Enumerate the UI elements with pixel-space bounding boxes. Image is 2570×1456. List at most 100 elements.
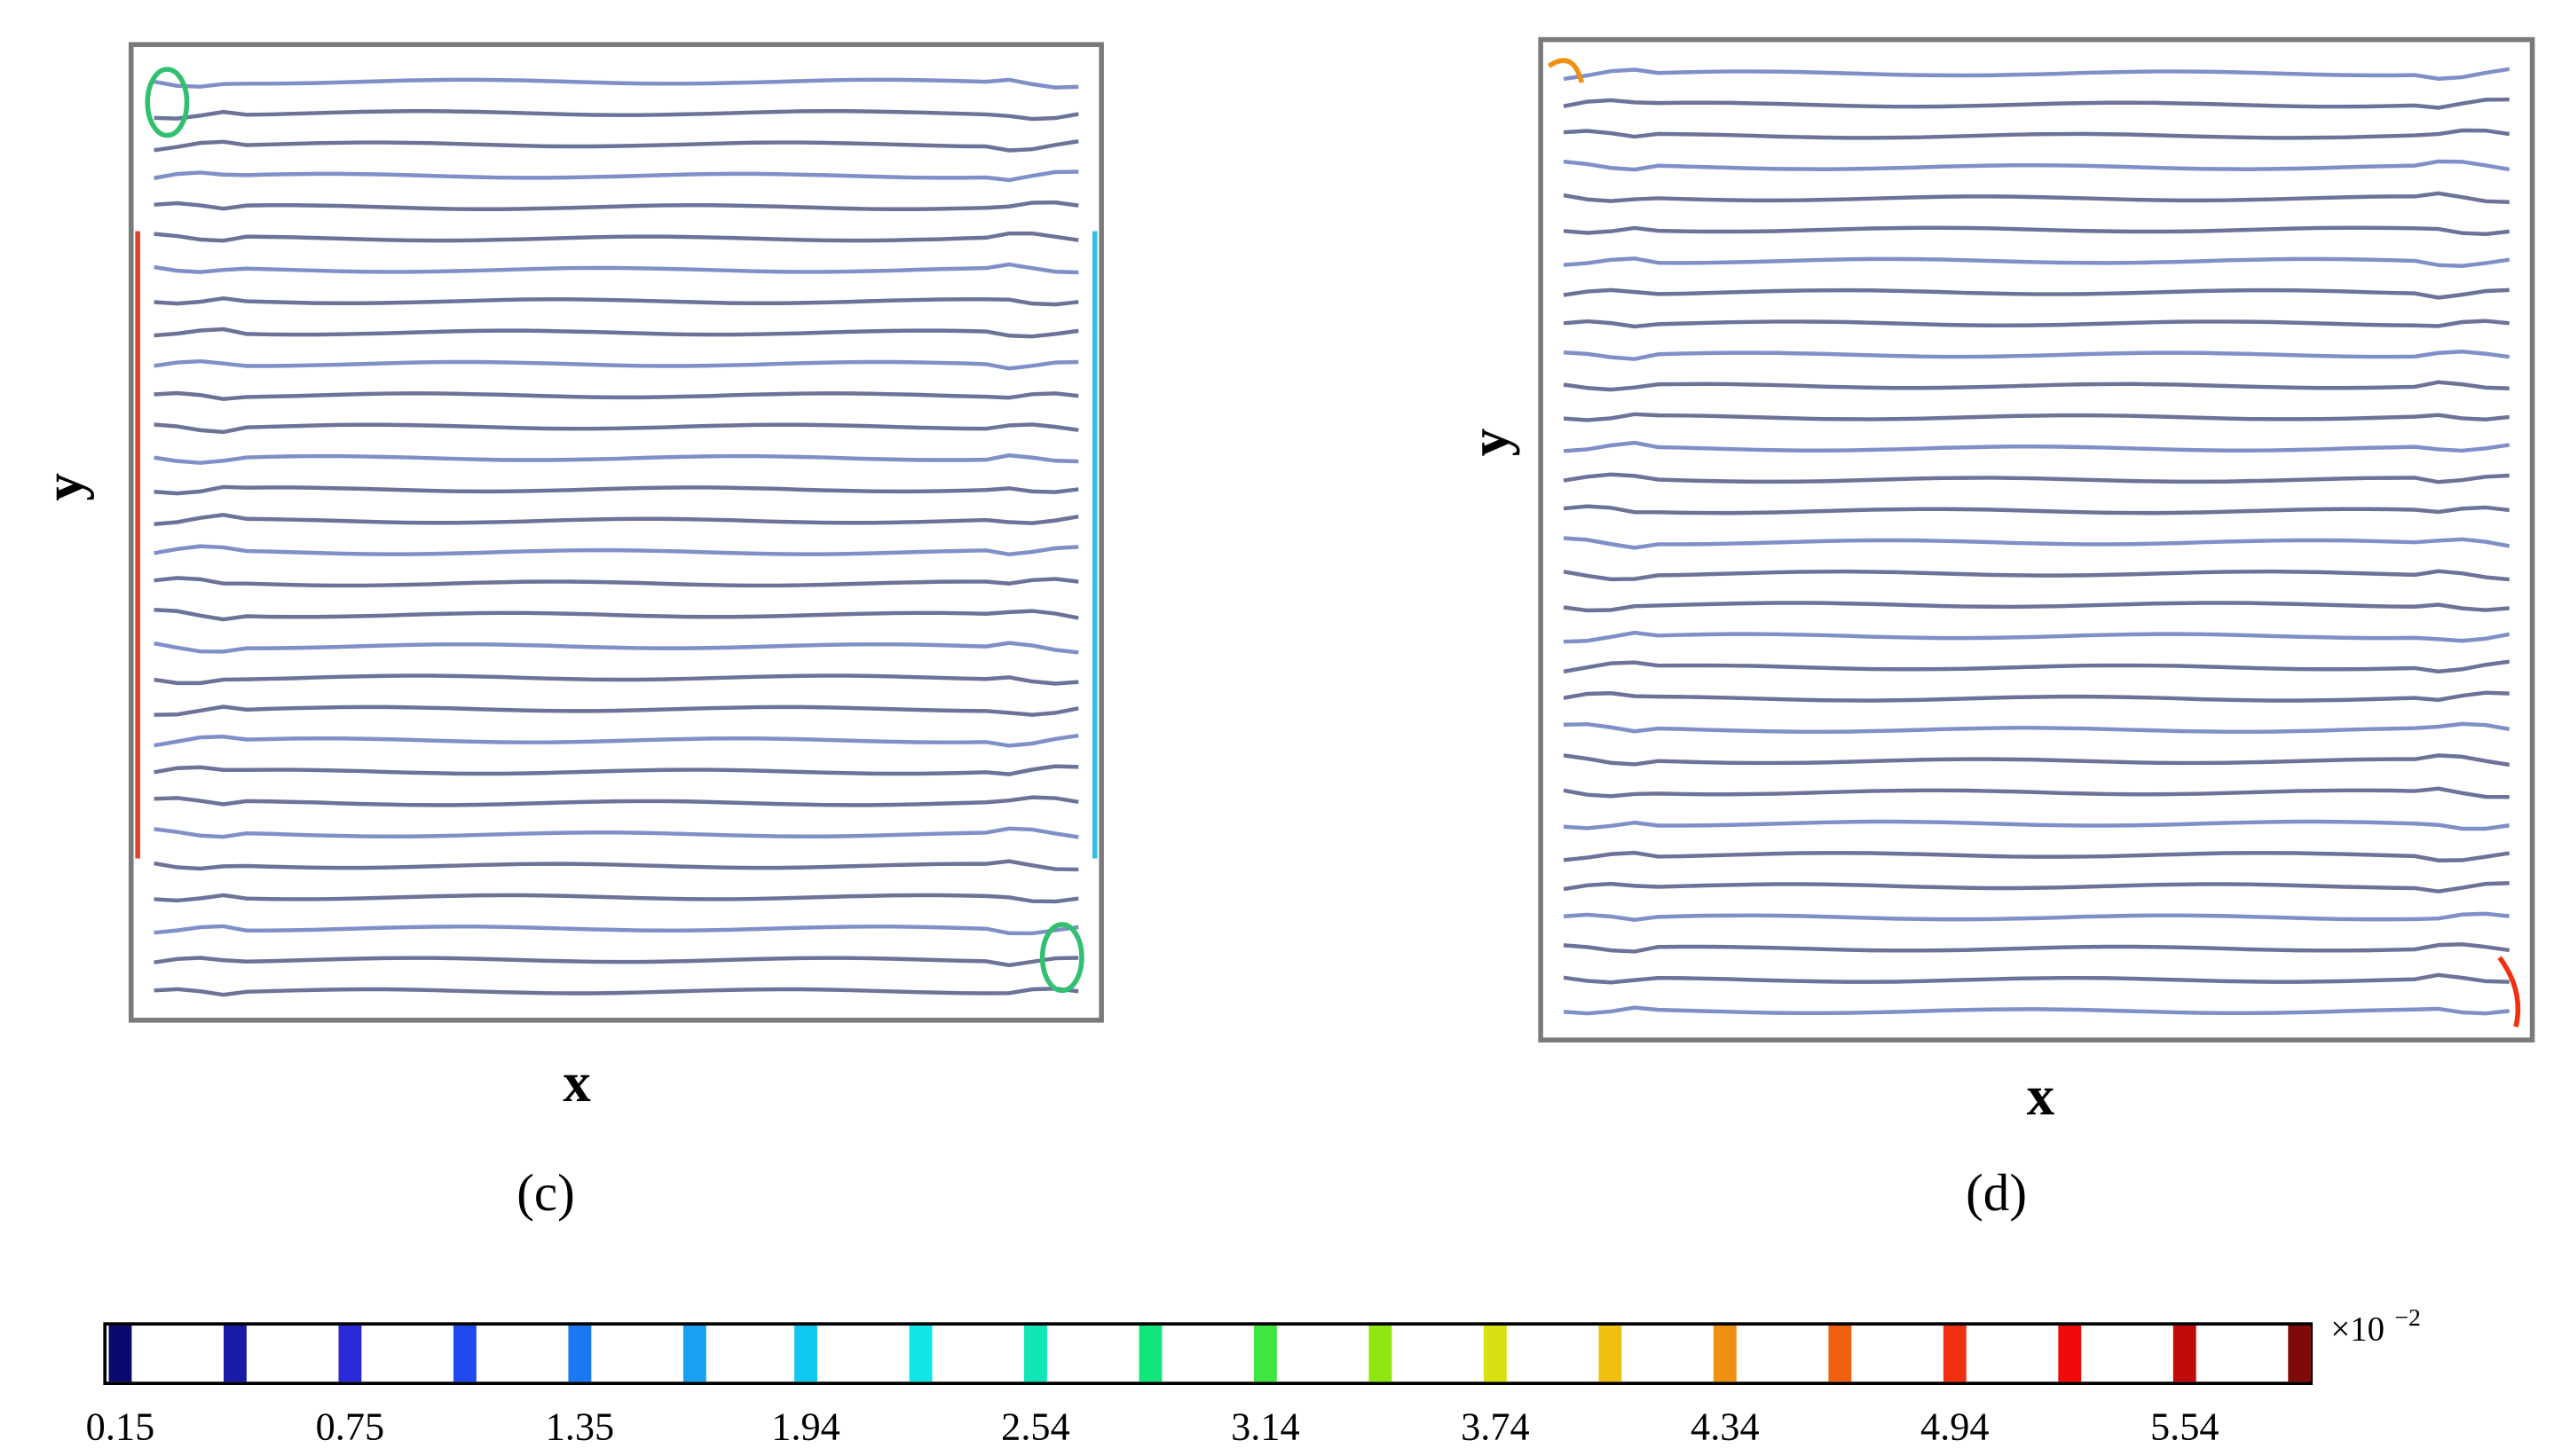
streamline [154,327,1079,339]
colorbar-stripe [682,1326,706,1382]
streamline [1563,659,2510,674]
streamline [1563,159,2511,172]
streamline [1563,412,2510,422]
streamline [1563,287,2510,300]
streamline [1563,225,2510,237]
streamline [154,77,1079,90]
colorbar-tick-label: 2.54 [1001,1404,1070,1448]
streamline [1563,941,2510,954]
colorbar-stripe [1598,1326,1622,1382]
colorbar-tick-label: 5.54 [2150,1404,2219,1448]
vortex [145,67,190,138]
panel-c-frame [128,42,1104,1023]
colorbar-stripe [2172,1326,2196,1382]
streamline [1563,881,2510,893]
streamline [1563,67,2511,82]
panel-label: (c) [516,1163,575,1222]
colorbar-stripe [1254,1326,1277,1382]
colorbar-frame [103,1322,2314,1385]
streamline [1563,690,2510,703]
streamline [154,641,1079,655]
colorbar-stripe [1828,1326,1852,1382]
streamline [154,108,1079,122]
streamline [154,513,1079,526]
panel-label: (d) [1966,1163,2027,1222]
colorbar-tick-label: 0.75 [316,1404,385,1448]
colorbar-stripe [108,1326,132,1382]
streamline [154,139,1079,153]
x-label: x [563,1051,591,1114]
streamline [1563,97,2510,110]
vortex [1039,922,1084,994]
x-label: x [2027,1065,2055,1127]
streamline [154,231,1079,243]
colorbar-stripe [1943,1326,1967,1382]
streamline [154,262,1079,275]
colorbar-tick-label: 1.94 [771,1404,840,1448]
colorbar-stripe [1024,1326,1047,1382]
streamline [1563,380,2510,392]
streamline [1563,319,2510,329]
colorbar-stripe [1713,1326,1737,1382]
streamline [154,733,1079,748]
streamline [1563,753,2511,767]
streamline [1563,721,2511,735]
colorbar-stripe [568,1326,592,1382]
streamline [1563,786,2510,799]
streamline [154,358,1079,371]
streamline [154,200,1079,211]
vortex [1547,58,1584,83]
colorbar-stripe [224,1326,247,1382]
streamline [154,795,1079,807]
streamline [1563,350,2510,361]
streamline [1563,536,2511,550]
streamline [154,826,1079,839]
colorbar-multiplier: ×10 [2330,1310,2385,1349]
streamline [1563,819,2510,831]
streamline [1563,504,2510,516]
streamline [154,453,1079,465]
colorbar-tick-label: 3.14 [1231,1404,1300,1448]
colorbar-stripe [338,1326,362,1382]
streamline [154,608,1079,622]
colorbar-stripe [794,1326,817,1382]
colorbar-stripe [453,1326,477,1382]
colorbar-stripe [1368,1326,1392,1382]
streamline [1563,569,2510,582]
vortex [2497,956,2521,1027]
streamline [1563,972,2510,985]
colorbar-stripe [1483,1326,1507,1382]
streamline [1563,440,2510,453]
streamline [1563,472,2510,484]
streamline [1563,630,2511,644]
streamline [154,673,1079,686]
streamline [154,544,1079,557]
streamline [154,893,1079,904]
colorbar-tick-label: 4.34 [1691,1404,1760,1448]
streamlines [135,58,2521,1027]
colorbar-tick-label: 1.35 [546,1404,615,1448]
colorbar-stripe [2058,1326,2082,1382]
streamline [154,956,1079,968]
streamline [154,987,1079,997]
streamline [154,390,1079,401]
streamline [154,924,1079,936]
y-label: y [33,473,95,501]
y-label: y [1458,429,1520,457]
streamline [154,484,1079,496]
colorbar-stripe [909,1326,933,1382]
streamline [1563,1005,2510,1016]
streamline [154,764,1079,776]
colorbar-exponent: −2 [2394,1304,2420,1332]
streamline [154,576,1079,588]
streamline [154,704,1079,717]
streamline [1563,256,2510,268]
streamline [1563,911,2510,922]
colorbar-tick-label: 3.74 [1461,1404,1530,1448]
streamline [154,422,1079,435]
streamline [1563,601,2510,613]
streamline [1563,850,2510,862]
colorbar-stripe [2288,1326,2312,1382]
